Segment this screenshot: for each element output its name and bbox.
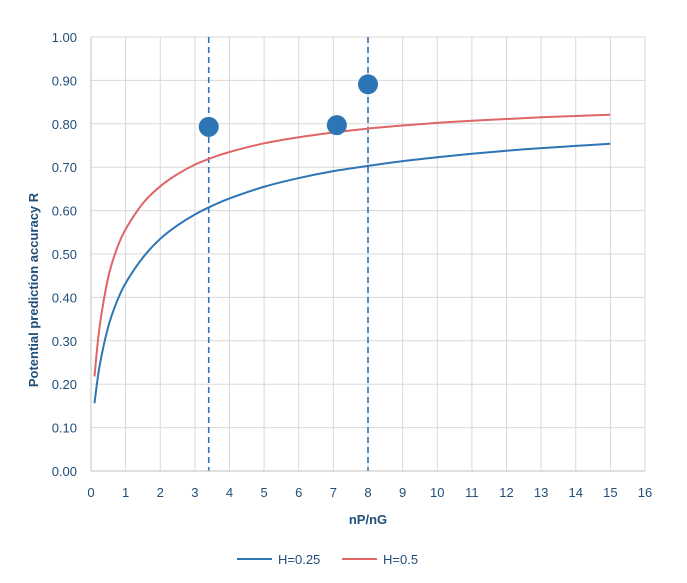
x-tick-label-5: 5 — [261, 485, 268, 500]
x-tick-label-3: 3 — [191, 485, 198, 500]
reference-lines — [207, 37, 369, 471]
y-tick-labels: 0.00 0.10 0.20 0.30 0.40 0.50 0.60 0.70 0.80 0.90… — [52, 30, 77, 479]
y-tick-label-8: 0.80 — [52, 117, 77, 132]
x-tick-label-4: 4 — [226, 485, 233, 500]
x-axis-title: nP/nG — [349, 512, 387, 527]
x-tick-label-2: 2 — [157, 485, 164, 500]
series-line-1 — [93, 113, 611, 377]
x-tick-label-1: 1 — [122, 485, 129, 500]
y-tick-label-7: 0.70 — [52, 160, 77, 175]
x-tick-label-12: 12 — [499, 485, 513, 500]
x-tick-label-16: 16 — [638, 485, 652, 500]
data-marker-1 — [326, 115, 347, 136]
x-tick-label-9: 9 — [399, 485, 406, 500]
y-tick-label-10: 1.00 — [52, 30, 77, 45]
x-tick-label-14: 14 — [569, 485, 583, 500]
series-line-0 — [93, 142, 611, 404]
y-tick-label-2: 0.20 — [52, 377, 77, 392]
x-tick-label-15: 15 — [603, 485, 617, 500]
x-tick-labels: 0 1 2 3 4 5 6 7 8 9 10 11 12 13 14 15 16 — [87, 485, 652, 500]
x-tick-label-8: 8 — [364, 485, 371, 500]
y-axis-title: Potential prediction accuracy R — [26, 192, 41, 387]
y-tick-label-0: 0.00 — [52, 464, 77, 479]
legend-label-h025: H=0.25 — [278, 552, 320, 567]
y-tick-label-9: 0.90 — [52, 73, 77, 88]
x-tick-label-11: 11 — [465, 485, 479, 500]
x-tick-label-7: 7 — [330, 485, 337, 500]
legend-label-h05: H=0.5 — [383, 552, 418, 567]
series — [93, 113, 611, 404]
x-tick-label-0: 0 — [87, 485, 94, 500]
markers — [198, 74, 378, 137]
data-marker-0 — [198, 116, 219, 137]
y-tick-label-6: 0.60 — [52, 204, 77, 219]
x-tick-label-6: 6 — [295, 485, 302, 500]
x-tick-label-13: 13 — [534, 485, 548, 500]
x-tick-label-10: 10 — [430, 485, 444, 500]
data-marker-2 — [358, 74, 378, 95]
y-tick-label-5: 0.50 — [52, 247, 77, 262]
legend: H=0.25 H=0.5 — [237, 552, 418, 567]
y-tick-label-4: 0.40 — [52, 290, 77, 305]
y-tick-label-3: 0.30 — [52, 334, 77, 349]
axes — [90, 37, 645, 472]
y-tick-label-1: 0.10 — [52, 421, 77, 436]
